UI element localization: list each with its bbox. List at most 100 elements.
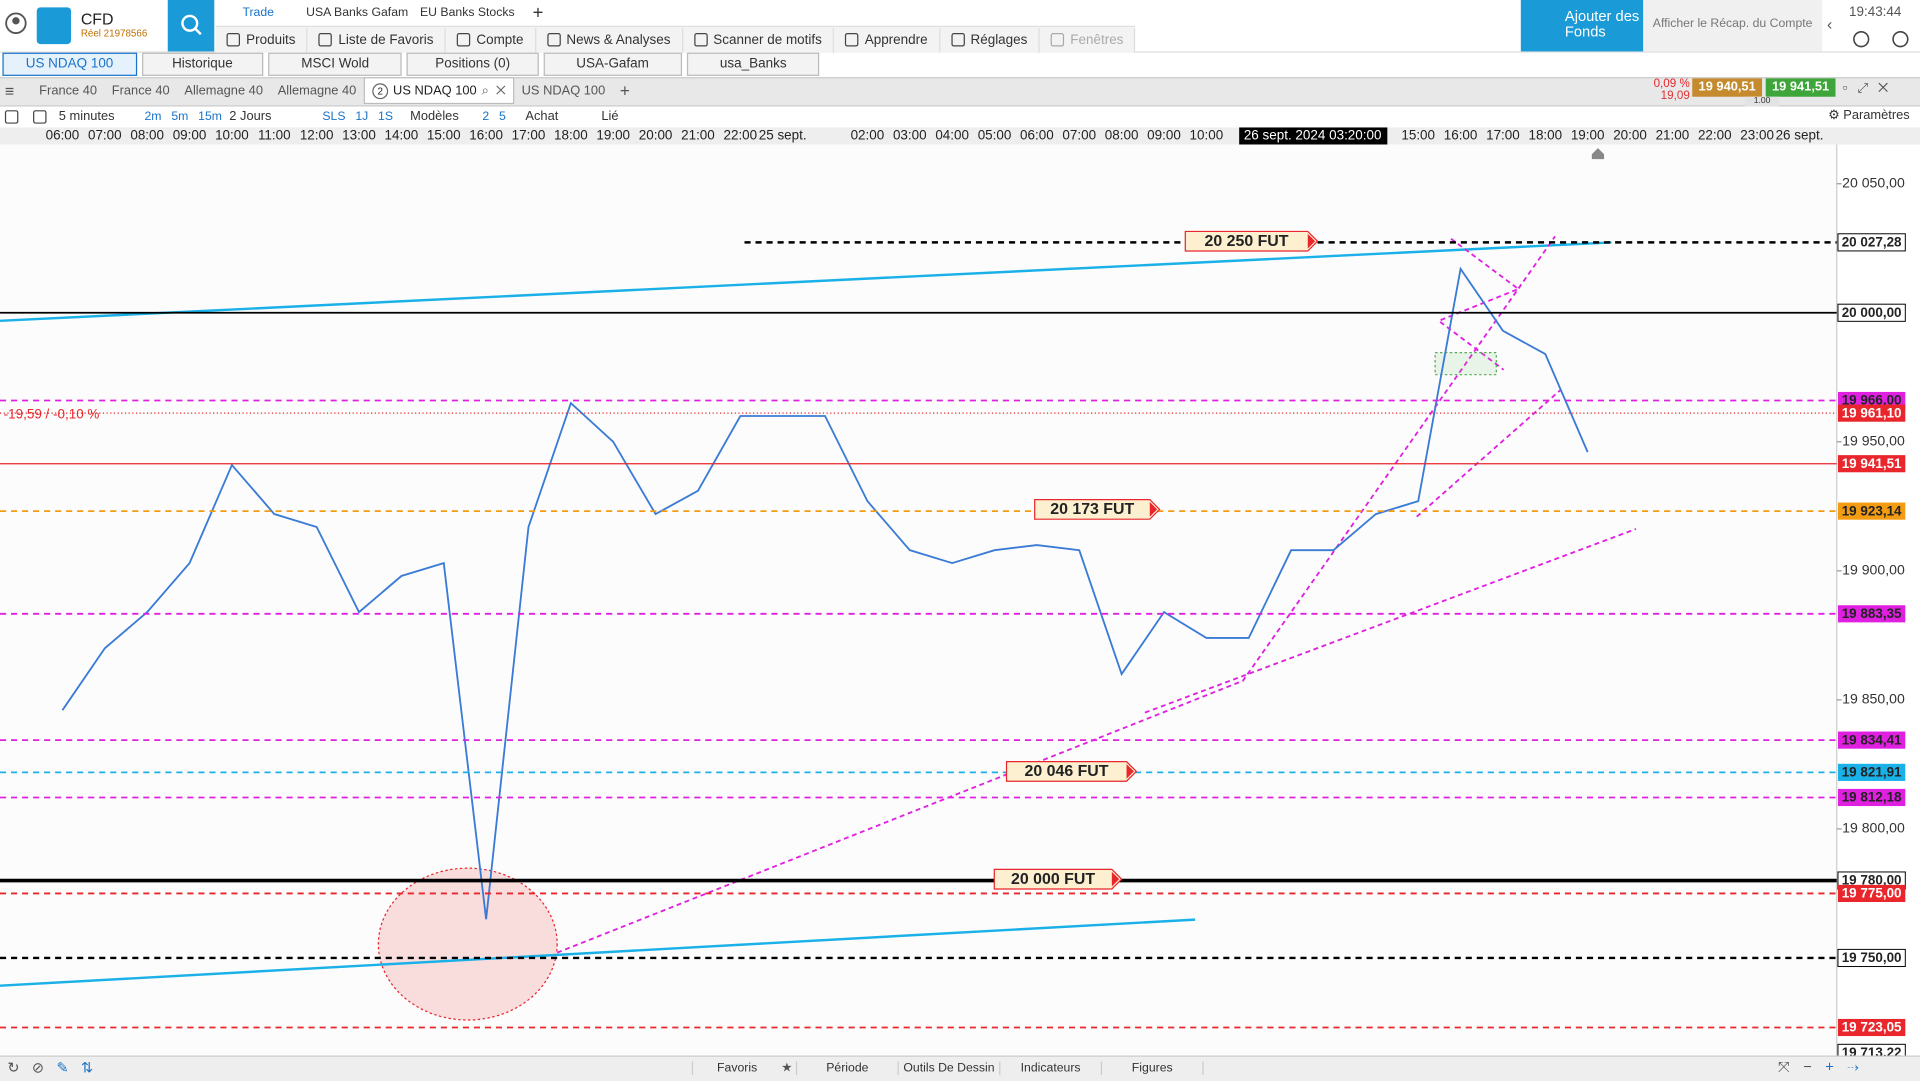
tab-icons[interactable]: ⌕ ✕ [481, 83, 506, 98]
toolbar-icon[interactable] [4, 109, 19, 124]
sell-price[interactable]: 19 940,51 [1692, 78, 1763, 97]
period-option[interactable]: 1J [355, 109, 369, 124]
y-tick-label: 19 800,00 [1842, 820, 1905, 836]
chart-tab[interactable]: Allemagne 40 [277, 83, 357, 98]
chart-tab[interactable]: Allemagne 40 [184, 83, 263, 98]
chart-tab[interactable]: US NDAQ 100 [521, 83, 606, 98]
period-option[interactable]: SLS [322, 109, 346, 124]
collapse[interactable]: ‹ [1826, 14, 1833, 34]
footer-item[interactable]: Indicateurs [1000, 1061, 1103, 1076]
level-label: 19 821,91 [1842, 765, 1902, 780]
footer [0, 1055, 1920, 1081]
level-label-box [1837, 948, 1906, 968]
templates[interactable]: Modèles [410, 108, 459, 124]
zoom-tools[interactable]: ⤧−+⇢ [1777, 1057, 1873, 1076]
tab-label: US NDAQ 100 [393, 83, 477, 98]
change-pct: 0,09 % [1653, 77, 1690, 91]
menu-label: Réglages [970, 32, 1028, 48]
add-chart-tab[interactable]: + [619, 80, 630, 101]
footer-item[interactable]: Outils De Dessin [899, 1061, 1001, 1076]
user-icon[interactable] [5, 12, 27, 34]
level-label-box [1837, 731, 1906, 749]
window-icons[interactable]: ▫⤢✕ [1842, 80, 1899, 96]
highlight-circle [377, 867, 558, 1021]
level-label: 19 713,22 [1842, 1045, 1902, 1055]
interval-option[interactable]: 15m [198, 109, 222, 124]
period-option[interactable]: 1S [378, 109, 394, 124]
menu-item[interactable]: Produits [216, 27, 308, 53]
interval-option[interactable]: 2m [144, 109, 162, 124]
settings-label: Paramètres [1843, 107, 1910, 123]
add-tab[interactable]: + [532, 1, 544, 23]
chart-tab-bar [0, 77, 1920, 107]
range[interactable]: 2 Jours [229, 108, 272, 124]
order[interactable]: Achat [525, 108, 559, 124]
menu-label: Liste de Favoris [338, 32, 434, 48]
level-label-box [1837, 233, 1906, 252]
chart-tab[interactable]: France 40 [111, 83, 170, 98]
menu-tab[interactable]: Trade [242, 5, 274, 19]
x-tick-label: 03:00 [893, 127, 927, 142]
summary[interactable]: Afficher le Récap. du Compte [1643, 0, 1823, 52]
annotation-arrow [1149, 502, 1158, 517]
menu-item[interactable]: Réglages [940, 27, 1040, 53]
menu-item[interactable]: Scanner de motifs [683, 27, 835, 53]
level-label-box [1837, 502, 1906, 520]
marker-icon [1591, 148, 1605, 160]
menu-label: Compte [476, 32, 524, 48]
menu-item[interactable]: Liste de Favoris [308, 27, 446, 53]
link[interactable]: Lié [601, 108, 619, 124]
annotation-arrow [1126, 764, 1134, 779]
x-tick-label: 16:00 [469, 127, 503, 142]
count-option[interactable]: 5 [499, 109, 506, 124]
tab-bar: US NDAQ 100 Historique MSCI Wold Positio… [2, 52, 824, 76]
trend-line [0, 241, 1612, 323]
menu-item[interactable]: Apprendre [834, 27, 940, 53]
menu-label: Scanner de motifs [713, 32, 822, 48]
interval[interactable]: 5 minutes [58, 108, 115, 124]
menu-item[interactable]: Fenêtres [1040, 27, 1136, 53]
x-tick-label: 11:00 [258, 127, 291, 142]
interval-option[interactable]: 5m [171, 109, 189, 124]
chart-tab[interactable]: 2 US NDAQ 100 ⌕ ✕ [363, 77, 515, 105]
annotation-box [993, 868, 1123, 890]
footer-item[interactable]: Favoris [691, 1061, 781, 1076]
footer-tools[interactable]: ↻⊘✎⇅ [7, 1059, 106, 1077]
menu-item[interactable]: Compte [446, 27, 536, 53]
level-label-box [1837, 1018, 1906, 1037]
level-label: 19 750,00 [1842, 950, 1902, 965]
menu-label: News & Analyses [566, 32, 671, 48]
search-button[interactable] [167, 0, 215, 52]
menu-item[interactable]: News & Analyses [536, 27, 683, 53]
star-icon[interactable]: ★ [781, 1061, 798, 1076]
menu-icon[interactable]: ≡ [4, 81, 15, 100]
tab[interactable]: usa_Banks [686, 52, 820, 76]
annotation-box [1034, 498, 1161, 520]
x-tick-label: 23:00 [1740, 127, 1774, 142]
footer-item[interactable]: Figures [1102, 1061, 1204, 1076]
header-icons[interactable] [1851, 29, 1912, 49]
trend-line [1416, 388, 1562, 518]
tab[interactable]: Positions (0) [407, 52, 539, 76]
clock: 19:43:44 [1848, 4, 1902, 20]
count-option[interactable]: 2 [482, 109, 490, 124]
toolbar-icon[interactable] [33, 109, 47, 124]
fund-button[interactable]: Ajouter des Fonds [1520, 0, 1644, 52]
tab[interactable]: US NDAQ 100 [2, 52, 137, 76]
footer-item[interactable]: Période [797, 1061, 899, 1076]
x-tick-label: 22:00 [723, 127, 757, 142]
change: 19,09 [1660, 89, 1690, 103]
x-tick-label: 20:00 [1613, 127, 1647, 142]
menu-tab[interactable]: EU Banks Stocks [420, 5, 515, 19]
tab[interactable]: USA-Gafam [543, 52, 682, 76]
level-label: 20 027,28 [1842, 235, 1902, 250]
buy-price[interactable]: 19 941,51 [1765, 78, 1836, 97]
tab[interactable]: Historique [141, 52, 264, 76]
menu-tab[interactable]: USA Banks Gafam [306, 5, 409, 19]
annotation: 20 000 FUT [1011, 871, 1095, 888]
annotation: 20 250 FUT [1205, 233, 1289, 250]
settings[interactable]: ⚙ Paramètres [1828, 107, 1910, 123]
chart-tab[interactable]: France 40 [39, 83, 98, 98]
tab[interactable]: MSCI Wold [268, 52, 403, 76]
